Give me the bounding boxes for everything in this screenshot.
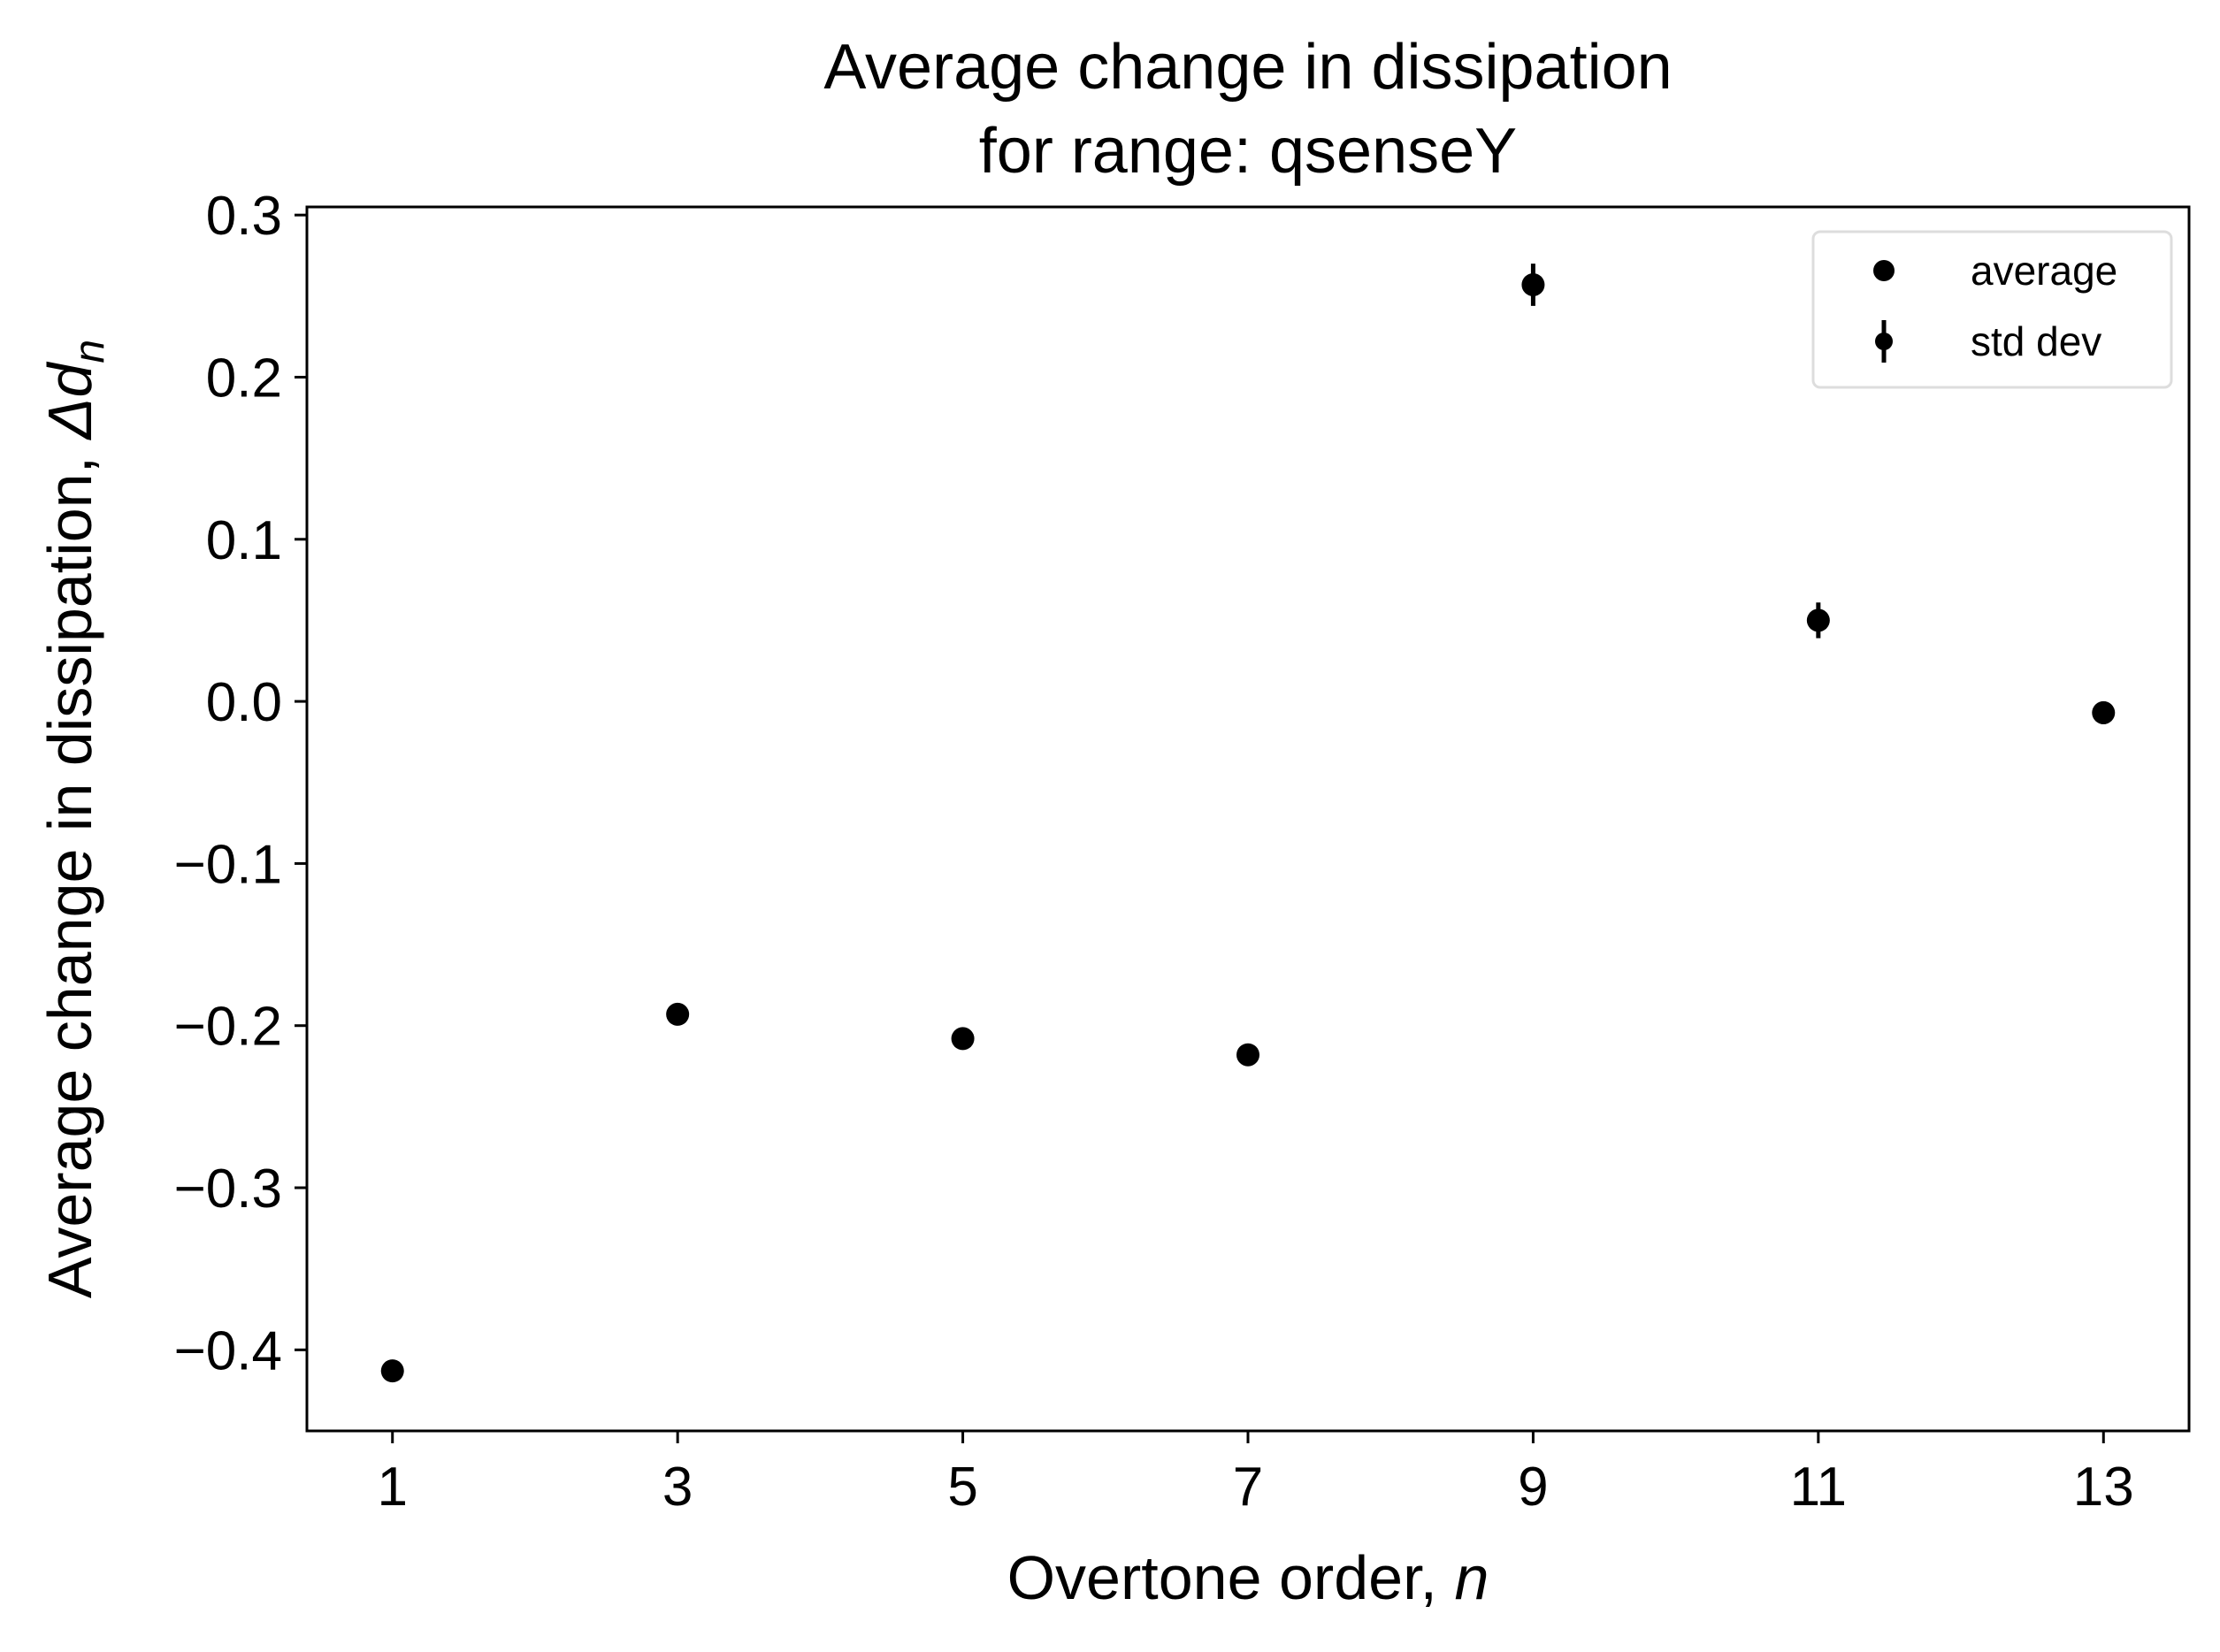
x-tick-label: 11	[1790, 1457, 1847, 1518]
y-axis-ticks: 0.3 0.2 0.1 0.0 −0.1 −0.2 −0.3 −0.4	[174, 186, 307, 1381]
y-tick-label: −0.3	[174, 1159, 282, 1220]
x-axis-label: Overtone order, n	[1007, 1543, 1489, 1612]
y-axis-label-var: Δd	[35, 362, 104, 441]
y-tick-label: 0.0	[206, 672, 282, 733]
data-point	[666, 1002, 690, 1026]
data-point	[951, 1027, 975, 1051]
data-point	[1806, 608, 1830, 632]
legend: average std dev	[1811, 230, 2173, 389]
x-tick-label: 7	[1233, 1457, 1263, 1518]
y-tick-label: 0.3	[206, 186, 282, 247]
x-tick-label: 3	[662, 1457, 693, 1518]
y-tick-label: −0.2	[174, 997, 282, 1058]
x-tick-label: 5	[947, 1457, 977, 1518]
data-point	[1521, 272, 1545, 296]
y-axis-label: Average change in dissipation, Δdn	[35, 340, 113, 1298]
x-tick-label: 13	[2073, 1457, 2134, 1518]
chart-title-line2: for range: qsenseY	[979, 116, 1517, 187]
legend-marker-std-dev	[1875, 333, 1893, 350]
x-axis-label-text: Overtone order,	[1007, 1543, 1455, 1612]
chart-title-line1: Average change in dissipation	[823, 32, 1672, 103]
legend-label-average: average	[1971, 248, 2117, 294]
legend-marker-average	[1873, 260, 1895, 281]
data-point	[1236, 1043, 1259, 1067]
y-axis-label-sub: n	[66, 340, 113, 363]
x-axis-label-var: n	[1454, 1543, 1489, 1612]
plot-area-frame	[305, 205, 2191, 1433]
y-tick-label: −0.4	[174, 1320, 282, 1381]
x-axis-ticks: 1 3 5 7 9 11 13	[377, 1431, 2134, 1518]
y-axis-label-text: Average change in dissipation,	[35, 440, 104, 1299]
x-tick-label: 1	[377, 1457, 407, 1518]
data-point	[380, 1359, 404, 1383]
y-tick-label: 0.1	[206, 510, 282, 571]
x-tick-label: 9	[1518, 1457, 1548, 1518]
y-tick-label: −0.1	[174, 834, 282, 895]
data-point	[2092, 700, 2116, 724]
legend-box	[1811, 230, 2173, 389]
legend-label-std-dev: std dev	[1971, 318, 2101, 364]
data-points	[380, 264, 2116, 1383]
y-tick-label: 0.2	[206, 348, 282, 409]
